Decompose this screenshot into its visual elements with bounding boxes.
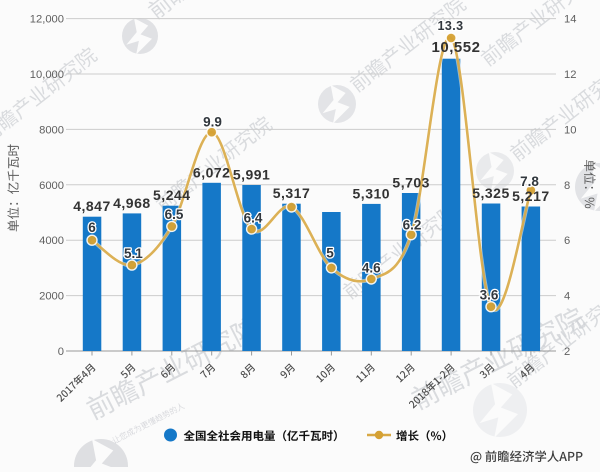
svg-text:4.6: 4.6 — [362, 261, 381, 276]
svg-text:5.1: 5.1 — [124, 246, 143, 261]
svg-text:14: 14 — [564, 14, 576, 26]
svg-text:6: 6 — [88, 220, 96, 235]
svg-text:9.9: 9.9 — [203, 115, 222, 130]
svg-text:5,244: 5,244 — [153, 187, 191, 203]
svg-text:5: 5 — [326, 246, 334, 261]
svg-text:13.3: 13.3 — [438, 19, 464, 33]
svg-text:8000: 8000 — [39, 124, 64, 136]
svg-text:0: 0 — [58, 346, 64, 358]
svg-text:2: 2 — [564, 346, 570, 358]
svg-text:6,072: 6,072 — [193, 164, 231, 180]
svg-text:6: 6 — [564, 235, 570, 247]
svg-text:5,317: 5,317 — [273, 185, 311, 201]
svg-text:4,847: 4,847 — [73, 198, 111, 214]
svg-text:4,968: 4,968 — [113, 195, 151, 211]
svg-text:8: 8 — [564, 180, 570, 192]
svg-text:12: 12 — [564, 69, 576, 81]
svg-text:7.8: 7.8 — [520, 174, 539, 189]
svg-text:10,552: 10,552 — [432, 39, 481, 56]
svg-text:10: 10 — [564, 124, 576, 136]
svg-text:4000: 4000 — [39, 235, 64, 247]
svg-text:5,310: 5,310 — [353, 185, 391, 201]
svg-text:12,000: 12,000 — [30, 14, 64, 26]
svg-text:6.4: 6.4 — [244, 211, 263, 226]
svg-text:5,325: 5,325 — [472, 185, 510, 201]
svg-text:6000: 6000 — [39, 180, 64, 192]
svg-text:3.6: 3.6 — [480, 288, 499, 303]
svg-text:5,991: 5,991 — [233, 167, 271, 183]
svg-text:5,217: 5,217 — [512, 188, 550, 204]
svg-text:5,703: 5,703 — [392, 175, 430, 191]
svg-text:10,000: 10,000 — [30, 69, 64, 81]
svg-text:6.5: 6.5 — [165, 207, 184, 222]
svg-text:2000: 2000 — [39, 291, 64, 303]
svg-text:4: 4 — [564, 291, 570, 303]
svg-text:6.2: 6.2 — [403, 218, 422, 233]
